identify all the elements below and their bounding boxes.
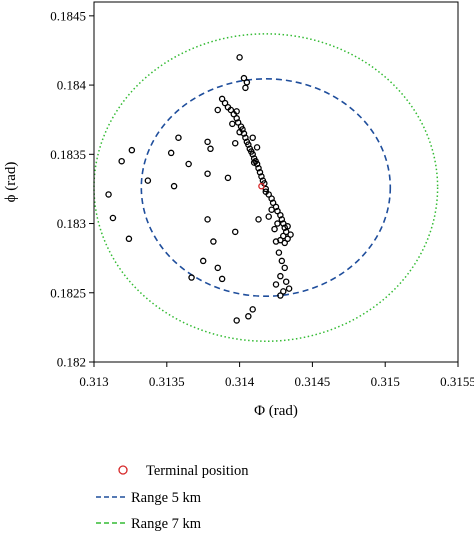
- data-point: [245, 313, 252, 320]
- data-point: [253, 144, 261, 151]
- data-point: [227, 106, 235, 114]
- data-point: [268, 206, 275, 213]
- x-axis-label: Φ (rad): [254, 403, 298, 419]
- data-point: [265, 213, 272, 220]
- data-point: [269, 199, 277, 207]
- y-axis-label: ϕ (rad): [3, 162, 19, 203]
- legend-marker-terminal: [118, 465, 128, 475]
- x-axis-ticks: 0.313 0.3135 0.314 0.3145 0.315 0.3155: [79, 362, 474, 389]
- data-point: [242, 84, 249, 92]
- legend-item-range5: Range 5 km: [96, 490, 202, 506]
- data-point: [231, 228, 239, 236]
- data-point: [249, 306, 256, 313]
- data-point: [210, 238, 217, 245]
- axes-frame: [93, 1, 459, 363]
- data-point: [233, 108, 240, 115]
- data-point: [278, 257, 286, 265]
- range-7km-circle: [93, 33, 439, 342]
- data-point: [233, 317, 240, 324]
- data-point: [282, 228, 290, 236]
- data-point: [255, 216, 262, 223]
- range-5km-circle: [140, 78, 392, 298]
- data-point: [236, 128, 243, 136]
- legend-label-range5: Range 5 km: [131, 490, 202, 506]
- data-point: [175, 134, 182, 141]
- data-point: [284, 235, 291, 243]
- data-point: [262, 185, 270, 193]
- data-point: [199, 257, 207, 265]
- legend: Terminal position Range 5 km Range 7 km: [96, 463, 249, 532]
- data-point: [204, 170, 211, 177]
- data-point: [274, 220, 281, 227]
- legend-item-terminal: Terminal position: [118, 463, 249, 479]
- data-point: [277, 272, 284, 280]
- data-point: [277, 292, 284, 299]
- axes: 0.313 0.3135 0.314 0.3145 0.315 0.3155 0.1820…: [3, 1, 474, 419]
- y-axis-ticks: 0.182 0.1825 0.183 0.1835 0.184 0.1845: [50, 8, 94, 370]
- data-point: [204, 216, 211, 223]
- data-point: [214, 264, 222, 272]
- data-point: [250, 159, 258, 166]
- data-point: [287, 231, 294, 238]
- y-tick-label: 0.183: [57, 216, 86, 231]
- data-point: [167, 149, 175, 157]
- y-tick-label: 0.182: [57, 355, 86, 370]
- y-tick-label: 0.1845: [50, 8, 86, 23]
- data-point: [236, 54, 243, 61]
- data-point: [207, 145, 214, 153]
- data-point: [109, 214, 117, 222]
- data-point: [204, 138, 211, 146]
- data-point: [144, 177, 152, 184]
- data-point: [271, 225, 278, 233]
- plot-area: [93, 33, 439, 342]
- data-point: [285, 285, 293, 292]
- legend-label-range7: Range 7 km: [131, 516, 202, 532]
- legend-item-range7: Range 7 km: [96, 516, 202, 532]
- data-point: [234, 119, 242, 126]
- x-tick-label: 0.3155: [440, 374, 474, 389]
- data-point: [231, 139, 239, 147]
- y-tick-label: 0.1825: [50, 285, 86, 300]
- data-point: [249, 134, 256, 141]
- data-point: [243, 79, 251, 86]
- data-point: [274, 207, 281, 215]
- legend-label-terminal: Terminal position: [146, 463, 249, 479]
- data-point: [218, 95, 226, 103]
- data-point: [272, 238, 280, 245]
- x-tick-label: 0.313: [79, 374, 108, 389]
- data-point: [214, 106, 222, 114]
- data-point: [282, 278, 290, 285]
- data-point: [262, 188, 270, 195]
- data-point: [284, 223, 291, 230]
- data-point: [280, 232, 287, 240]
- data-point: [188, 274, 195, 281]
- x-tick-label: 0.3145: [295, 374, 331, 389]
- data-point: [128, 146, 136, 154]
- data-point: [281, 264, 288, 272]
- data-point: [224, 174, 232, 182]
- data-point: [185, 160, 192, 168]
- data-point: [105, 191, 112, 198]
- terminal-position-point: [258, 182, 265, 190]
- data-point: [280, 288, 287, 295]
- data-point: [221, 99, 229, 107]
- data-point: [218, 275, 226, 283]
- data-point: [125, 235, 133, 243]
- x-tick-label: 0.314: [225, 374, 255, 389]
- x-tick-label: 0.3135: [149, 374, 185, 389]
- data-point: [118, 157, 125, 165]
- data-point: [281, 239, 288, 247]
- y-tick-label: 0.184: [57, 78, 87, 93]
- x-tick-label: 0.315: [371, 374, 400, 389]
- y-tick-label: 0.1835: [50, 147, 86, 162]
- data-point: [170, 182, 178, 190]
- data-point: [272, 281, 280, 288]
- data-point: [275, 249, 283, 256]
- data-point: [240, 74, 248, 82]
- data-point: [229, 120, 236, 128]
